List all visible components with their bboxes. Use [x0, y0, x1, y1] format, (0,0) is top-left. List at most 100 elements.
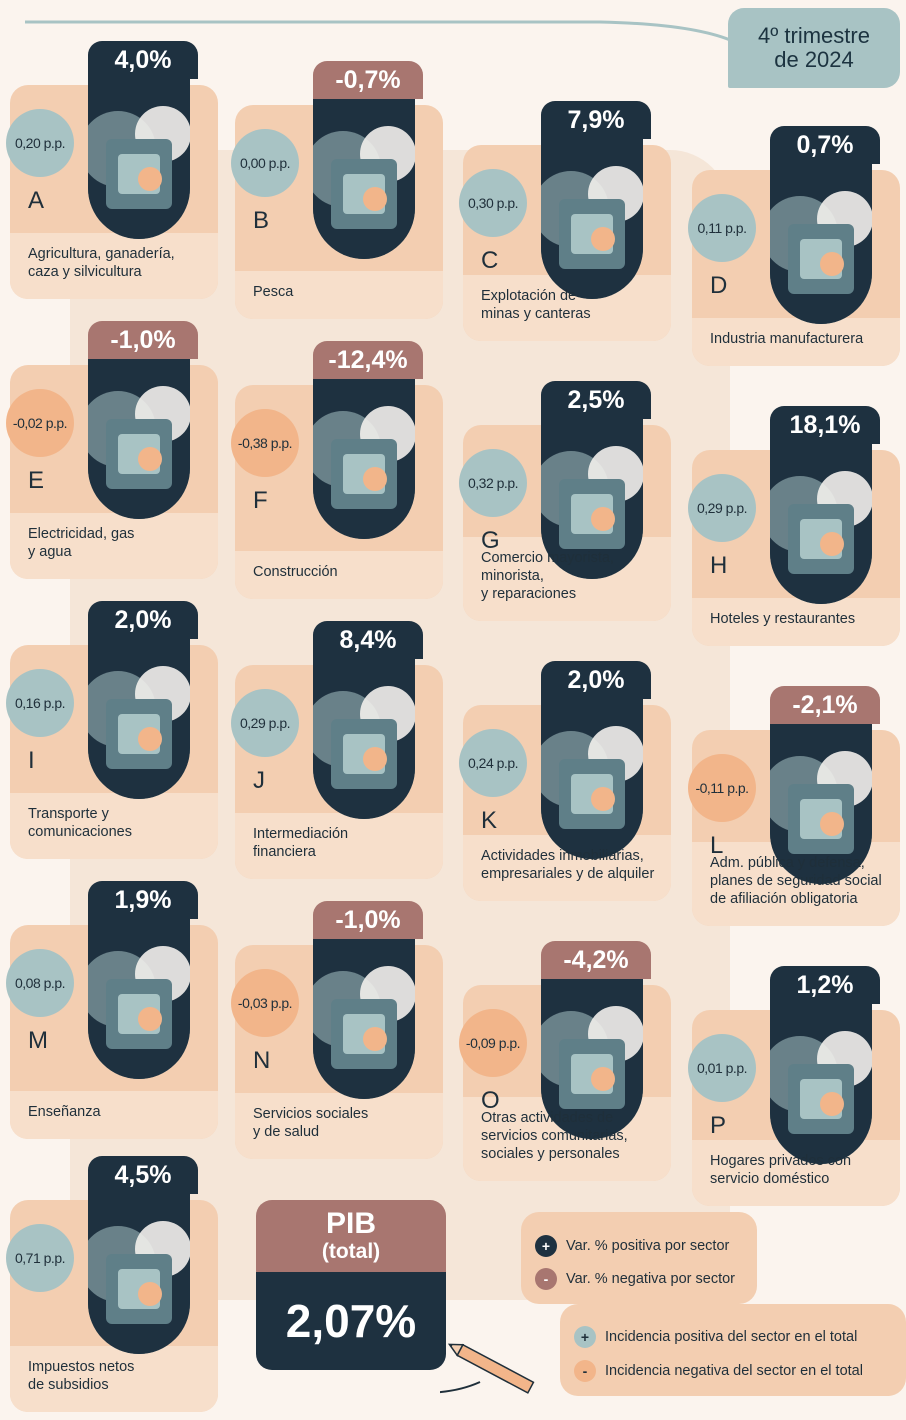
pib-total-card: PIB (total) 2,07% [256, 1200, 446, 1370]
sector-letter: L [710, 832, 724, 859]
incidence-circle: -0,09 p.p. [459, 1009, 527, 1077]
variation-badge: 4,0% [88, 41, 198, 79]
pencil-icon [440, 1343, 535, 1394]
card-label-area [692, 598, 900, 646]
variation-badge: -1,0% [88, 321, 198, 359]
plus-icon: + [535, 1235, 557, 1257]
variation-badge: -4,2% [541, 941, 651, 979]
sector-letter: A [28, 187, 45, 214]
variation-badge: 1,9% [88, 881, 198, 919]
medical-kit-icon-graphic [313, 939, 415, 1099]
sector-letter: B [253, 207, 270, 234]
sector-name: Impuestos netos de subsidios [28, 1359, 135, 1393]
hotel-plate-icon [770, 444, 872, 604]
legend-var-positive-label: Var. % positiva por sector [566, 1238, 730, 1254]
sector-name: Electricidad, gas y agua [28, 526, 135, 560]
garden-tools-icon [770, 1004, 872, 1164]
sector-name: Hogares privados con servicio doméstico [710, 1153, 852, 1187]
incidence-circle: -0,03 p.p. [231, 969, 299, 1037]
legend-inc-positive: + Incidencia positiva del sector en el t… [574, 1326, 857, 1348]
variation-badge: 2,5% [541, 381, 651, 419]
variation-badge: -2,1% [770, 686, 880, 724]
sector-card: 0,30 p.p. C 7,9% Explotación de minas y can… [459, 101, 671, 341]
sector-name: Actividades inmobiliarias, empresariales… [481, 848, 655, 882]
period-badge: 4º trimestre de 2024 [728, 8, 900, 88]
sector-name: Industria manufacturera [710, 331, 864, 347]
card-label-area [235, 1093, 443, 1159]
incidence-circle: -0,11 p.p. [688, 754, 756, 822]
legend-var-positive: + Var. % positiva por sector [535, 1235, 729, 1257]
sector-name: Hoteles y restaurantes [710, 611, 856, 627]
sector-name: Pesca [253, 284, 294, 300]
pib-title: PIB [325, 1207, 376, 1240]
legend-incidence: + Incidencia positiva del sector en el t… [560, 1304, 906, 1396]
mixer-truck-icon [313, 379, 415, 539]
incidence-circle: -0,02 p.p. [6, 389, 74, 457]
sector-letter: O [481, 1087, 500, 1114]
sector-letter: K [481, 807, 498, 834]
theater-masks-icon [541, 979, 643, 1139]
card-label-area [10, 233, 218, 299]
variation-badge: -1,0% [313, 901, 423, 939]
card-label-area [235, 813, 443, 879]
mixer-truck-icon-graphic [313, 379, 415, 539]
sector-name: Comercio mayorista, minorista, y reparac… [481, 550, 614, 602]
incidence-circle: 0,01 p.p. [688, 1034, 756, 1102]
sector-letter: M [28, 1027, 48, 1054]
sector-letter: I [28, 747, 35, 774]
pib-subtitle: (total) [321, 1240, 381, 1263]
card-label-area [10, 1346, 218, 1412]
variation-badge: 7,9% [541, 101, 651, 139]
incidence-circle: 0,29 p.p. [231, 689, 299, 757]
card-label-area [235, 271, 443, 319]
sector-letter: N [253, 1047, 271, 1074]
bank-icon [313, 659, 415, 819]
variation-badge: -0,7% [313, 61, 423, 99]
variation-badge: 18,1% [770, 406, 880, 444]
sector-card: -0,11 p.p. L -2,1% Adm. pública y defensa; … [688, 686, 900, 926]
gears-icon-graphic [770, 164, 872, 324]
shopping-cart-icon-graphic [541, 419, 643, 579]
gears-icon [770, 164, 872, 324]
incidence-circle: 0,30 p.p. [459, 169, 527, 237]
power-tower-icon [88, 359, 190, 519]
key-monitor-icon-graphic [541, 699, 643, 859]
legend-inc-positive-label: Incidencia positiva del sector en el tot… [605, 1329, 858, 1345]
variation-badge: 4,5% [88, 1156, 198, 1194]
power-tower-icon-graphic [88, 359, 190, 519]
sector-card: 0,16 p.p. I 2,0% Transporte y comunicacione… [6, 601, 218, 859]
variation-badge: 1,2% [770, 966, 880, 1004]
incidence-circle: 0,20 p.p. [6, 109, 74, 177]
oil-pump-icon [541, 139, 643, 299]
variation-badge: 2,0% [88, 601, 198, 639]
period-line1: 4º trimestre [758, 23, 870, 48]
bank-icon-graphic [313, 659, 415, 819]
sector-letter: P [710, 1112, 727, 1139]
sector-card: 0,00 p.p. B -0,7% Pesca [231, 61, 443, 319]
sector-name: Servicios sociales y de salud [253, 1106, 369, 1140]
bus-phone-icon-graphic [88, 639, 190, 799]
card-label-area [10, 1091, 218, 1139]
plus-icon: + [574, 1326, 596, 1348]
sector-letter: E [28, 467, 45, 494]
sector-card: 0,32 p.p. G 2,5% Comercio mayorista, minori… [459, 381, 671, 621]
legend-var-negative: - Var. % negativa por sector [535, 1268, 735, 1290]
legend-inc-negative-label: Incidencia negativa del sector en el tot… [605, 1363, 863, 1379]
sector-card: -0,38 p.p. F -12,4% Construcción [231, 341, 443, 599]
sector-name: Intermediación financiera [253, 826, 349, 860]
sector-card: -0,02 p.p. E -1,0% Electricidad, gas y agua [6, 321, 218, 579]
incidence-circle: 0,08 p.p. [6, 949, 74, 1017]
card-label-area [235, 551, 443, 599]
sector-name: Transporte y comunicaciones [28, 806, 132, 840]
sector-card: 0,71 p.p. 4,5% Impuestos netos de subsidio… [6, 1156, 218, 1412]
variation-badge: -12,4% [313, 341, 423, 379]
incidence-circle: 0,24 p.p. [459, 729, 527, 797]
pib-header: PIB (total) [256, 1200, 446, 1272]
period-line2: de 2024 [774, 47, 854, 72]
key-monitor-icon [541, 699, 643, 859]
coins-icon-graphic [88, 1194, 190, 1354]
sector-card: -0,03 p.p. N -1,0% Servicios sociales y de … [231, 901, 443, 1159]
shopping-cart-icon [541, 419, 643, 579]
garden-tools-icon-graphic [770, 1004, 872, 1164]
sector-letter: G [481, 527, 500, 554]
